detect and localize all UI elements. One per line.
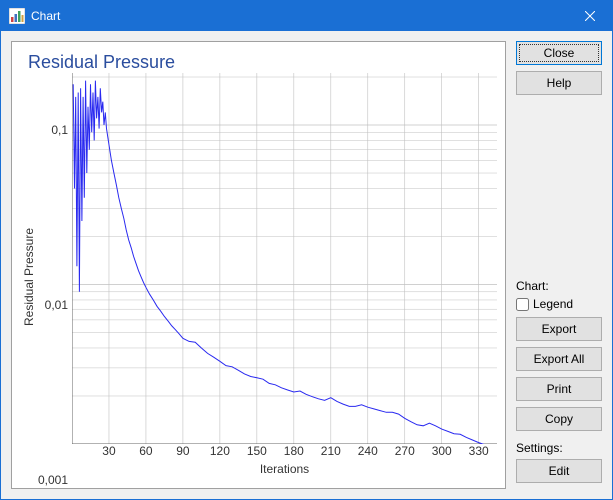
export-button[interactable]: Export [516,317,602,341]
x-tick-label: 120 [210,444,230,458]
x-tick-label: 180 [284,444,304,458]
chart-title: Residual Pressure [28,52,497,73]
y-axis-label: Residual Pressure [22,227,36,325]
x-tick-label: 240 [358,444,378,458]
settings-section-label: Settings: [516,441,602,455]
chart-section-label: Chart: [516,279,602,293]
x-tick-label: 270 [395,444,415,458]
x-axis-label: Iterations [72,462,497,480]
export-all-button[interactable]: Export All [516,347,602,371]
x-tick-label: 330 [469,444,489,458]
window-close-button[interactable] [567,1,612,31]
window-title: Chart [31,9,567,23]
legend-checkbox[interactable] [516,298,529,311]
x-tick-label: 300 [432,444,452,458]
app-icon [9,8,25,24]
window-titlebar: Chart [1,1,612,31]
x-axis-ticks: 30 60 90 120 150 180 210 240 270 300 330 [72,444,497,462]
legend-checkbox-row[interactable]: Legend [516,297,602,311]
side-panel: Close Help Chart: Legend Export Export A… [516,41,602,489]
chart-panel: Residual Pressure Residual Pressure 0,00… [11,41,506,489]
x-tick-label: 60 [139,444,152,458]
copy-button[interactable]: Copy [516,407,602,431]
close-button[interactable]: Close [516,41,602,65]
close-icon [585,11,595,21]
print-button[interactable]: Print [516,377,602,401]
y-tick-label: 0,1 [51,123,68,137]
y-axis-ticks: 0,0010,010,1 [38,73,72,480]
x-tick-label: 210 [321,444,341,458]
y-tick-label: 0,01 [45,298,68,312]
chart-plot-area [72,73,497,444]
x-tick-label: 150 [247,444,267,458]
x-tick-label: 90 [176,444,189,458]
edit-button[interactable]: Edit [516,459,602,483]
legend-checkbox-label: Legend [533,297,573,311]
y-tick-label: 0,001 [38,473,68,487]
help-button[interactable]: Help [516,71,602,95]
x-tick-label: 30 [102,444,115,458]
